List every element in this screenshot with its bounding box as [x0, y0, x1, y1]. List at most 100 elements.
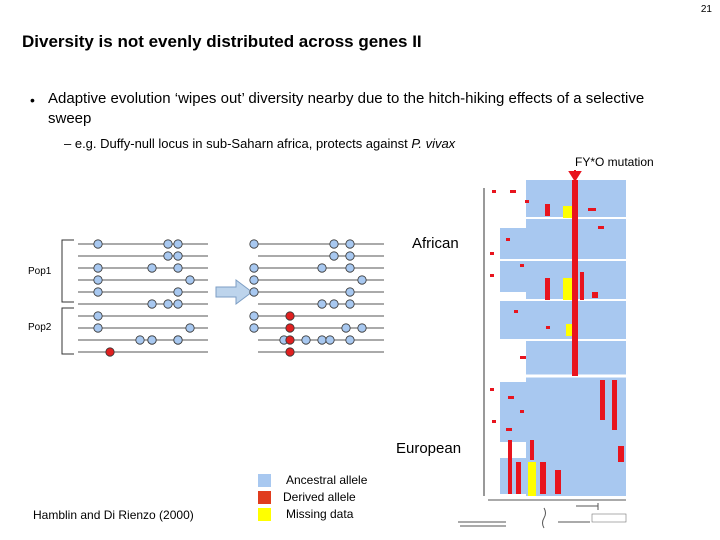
heatmap-red-10 [530, 440, 534, 460]
legend-swatch-ancestral [258, 474, 271, 487]
ancestral-allele-circle [329, 251, 339, 261]
bullet-text: Adaptive evolution ‘wipes out’ diversity… [48, 90, 645, 127]
ancestral-allele-circle [93, 239, 103, 249]
ancestral-allele-circle [341, 323, 351, 333]
derived-allele-circle [285, 323, 295, 333]
heatmap-dash-8 [490, 274, 494, 277]
heatmap-left-block-2 [500, 300, 526, 340]
ancestral-allele-circle [147, 335, 157, 345]
pop2-bracket [61, 307, 74, 355]
ancestral-allele-circle [249, 275, 259, 285]
haplotype-lines-left [78, 243, 208, 353]
ancestral-allele-circle [249, 323, 259, 333]
ancestral-allele-circle [317, 299, 327, 309]
haplotype-heatmap [483, 170, 626, 496]
legend-swatch-derived [258, 491, 271, 504]
ancestral-allele-circle [147, 299, 157, 309]
ancestral-allele-circle [173, 335, 183, 345]
ancestral-allele-circle [163, 239, 173, 249]
european-label: European [396, 440, 462, 457]
heatmap-yellow-2 [563, 278, 572, 300]
ancestral-allele-circle [317, 263, 327, 273]
allele-circles [93, 239, 367, 357]
ancestral-allele-circle [185, 275, 195, 285]
ancestral-allele-circle [345, 287, 355, 297]
slide-title: Diversity is not evenly distributed acro… [22, 32, 422, 51]
slide-number: 21 [700, 4, 712, 15]
ancestral-allele-circle [93, 263, 103, 273]
heatmap-dash-2 [510, 190, 516, 193]
ancestral-allele-circle [173, 263, 183, 273]
derived-allele-circle [285, 335, 295, 345]
heatmap-red-12 [555, 470, 561, 494]
ancestral-allele-circle [93, 311, 103, 321]
ancestral-allele-circle [329, 299, 339, 309]
ancestral-allele-circle [163, 251, 173, 261]
ancestral-allele-circle [249, 263, 259, 273]
heatmap-dash-3 [525, 200, 529, 203]
heatmap-dash-6 [490, 252, 494, 255]
heatmap-dash-1 [492, 190, 496, 193]
ancestral-allele-circle [345, 263, 355, 273]
heatmap-red-4 [592, 292, 598, 298]
ancestral-allele-circle [301, 335, 311, 345]
heatmap-dash-13 [490, 388, 494, 391]
citation: Hamblin and Di Rienzo (2000) [33, 508, 194, 522]
ancestral-allele-circle [249, 287, 259, 297]
heatmap-red-7 [618, 446, 624, 462]
heatmap-yellow-3 [566, 324, 572, 336]
heatmap-left-block-4 [500, 458, 526, 494]
pop1-bracket [61, 239, 74, 303]
heatmap-red-3 [580, 272, 584, 300]
ancestral-allele-circle [173, 299, 183, 309]
ancestral-allele-circle [325, 335, 335, 345]
ancestral-allele-circle [249, 311, 259, 321]
heatmap-red-9 [516, 462, 521, 494]
heatmap-red-1 [545, 204, 550, 216]
bullet-mark: • [30, 92, 35, 108]
ancestral-allele-circle [173, 239, 183, 249]
heatmap-yellow-4 [528, 462, 536, 496]
legend-label-ancestral: Ancestral allele [286, 473, 368, 487]
ancestral-allele-circle [329, 239, 339, 249]
heatmap-dash-7 [506, 238, 510, 241]
ancestral-allele-circle [345, 299, 355, 309]
arrow-icon [215, 279, 253, 305]
legend-swatch-missing [258, 508, 271, 521]
ancestral-allele-circle [147, 263, 157, 273]
ancestral-allele-circle [345, 251, 355, 261]
heatmap-red-5 [600, 380, 605, 420]
ancestral-allele-circle [249, 239, 259, 249]
fy-arrow-icon [568, 170, 582, 182]
heatmap-dash-5 [598, 226, 604, 229]
locus-scale [458, 499, 627, 529]
legend-label-derived: Derived allele [283, 490, 356, 504]
fy-red-column [572, 180, 578, 376]
heatmap-dash-11 [546, 326, 550, 329]
legend-label-missing: Missing data [286, 507, 354, 521]
ancestral-allele-circle [345, 335, 355, 345]
fy-mutation-label: FY*O mutation [575, 155, 654, 169]
ancestral-allele-circle [317, 335, 327, 345]
pop2-label: Pop2 [28, 322, 52, 333]
ancestral-allele-circle [345, 239, 355, 249]
ancestral-allele-circle [93, 275, 103, 285]
heatmap-dash-15 [520, 410, 524, 413]
ancestral-allele-circle [173, 251, 183, 261]
heatmap-red-11 [540, 462, 546, 494]
ancestral-allele-circle [357, 323, 367, 333]
ancestral-allele-circle [163, 299, 173, 309]
heatmap-red-2 [545, 278, 550, 300]
heatmap-dash-14 [508, 396, 514, 399]
sub-bullet: – e.g. Duffy-null locus in sub-Saharn af… [64, 136, 455, 151]
heatmap-yellow-1 [563, 206, 572, 218]
derived-allele-circle [105, 347, 115, 357]
ancestral-allele-circle [135, 335, 145, 345]
heatmap-dash-10 [514, 310, 518, 313]
derived-allele-circle [285, 311, 295, 321]
pop1-label: Pop1 [28, 266, 52, 277]
african-label: African [412, 235, 459, 252]
ancestral-allele-circle [93, 323, 103, 333]
ancestral-allele-circle [173, 287, 183, 297]
derived-allele-circle [285, 347, 295, 357]
